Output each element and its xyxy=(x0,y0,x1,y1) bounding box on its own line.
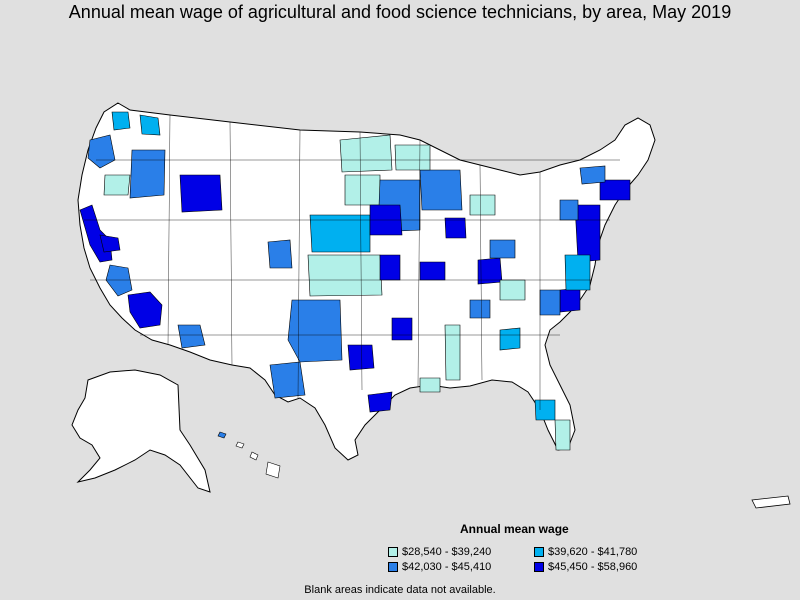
legend-swatch-4 xyxy=(534,562,544,572)
legend-label-4: $45,450 - $58,960 xyxy=(548,561,638,573)
legend-label-2: $39,620 - $41,780 xyxy=(548,546,638,558)
legend-item-2: $39,620 - $41,780 xyxy=(534,546,637,558)
legend-title: Annual mean wage xyxy=(460,522,569,536)
legend-swatch-3 xyxy=(388,562,398,572)
wage-regions xyxy=(79,111,631,451)
legend-label-3: $42,030 - $45,410 xyxy=(402,561,492,573)
legend-item-1: $28,540 - $39,240 xyxy=(388,546,491,558)
map-title: Annual mean wage of agricultural and foo… xyxy=(68,2,732,22)
blank-areas-note: Blank areas indicate data not available. xyxy=(304,584,496,596)
county-lines xyxy=(84,114,620,410)
legend-label-1: $28,540 - $39,240 xyxy=(402,546,492,558)
hawaii-shape xyxy=(217,431,281,479)
legend-swatch-2 xyxy=(534,547,544,557)
legend-item-4: $45,450 - $58,960 xyxy=(534,561,637,573)
alaska-shape xyxy=(71,369,211,493)
puerto-rico-shape xyxy=(751,495,791,509)
legend-swatch-1 xyxy=(388,547,398,557)
legend-item-3: $42,030 - $45,410 xyxy=(388,561,491,573)
